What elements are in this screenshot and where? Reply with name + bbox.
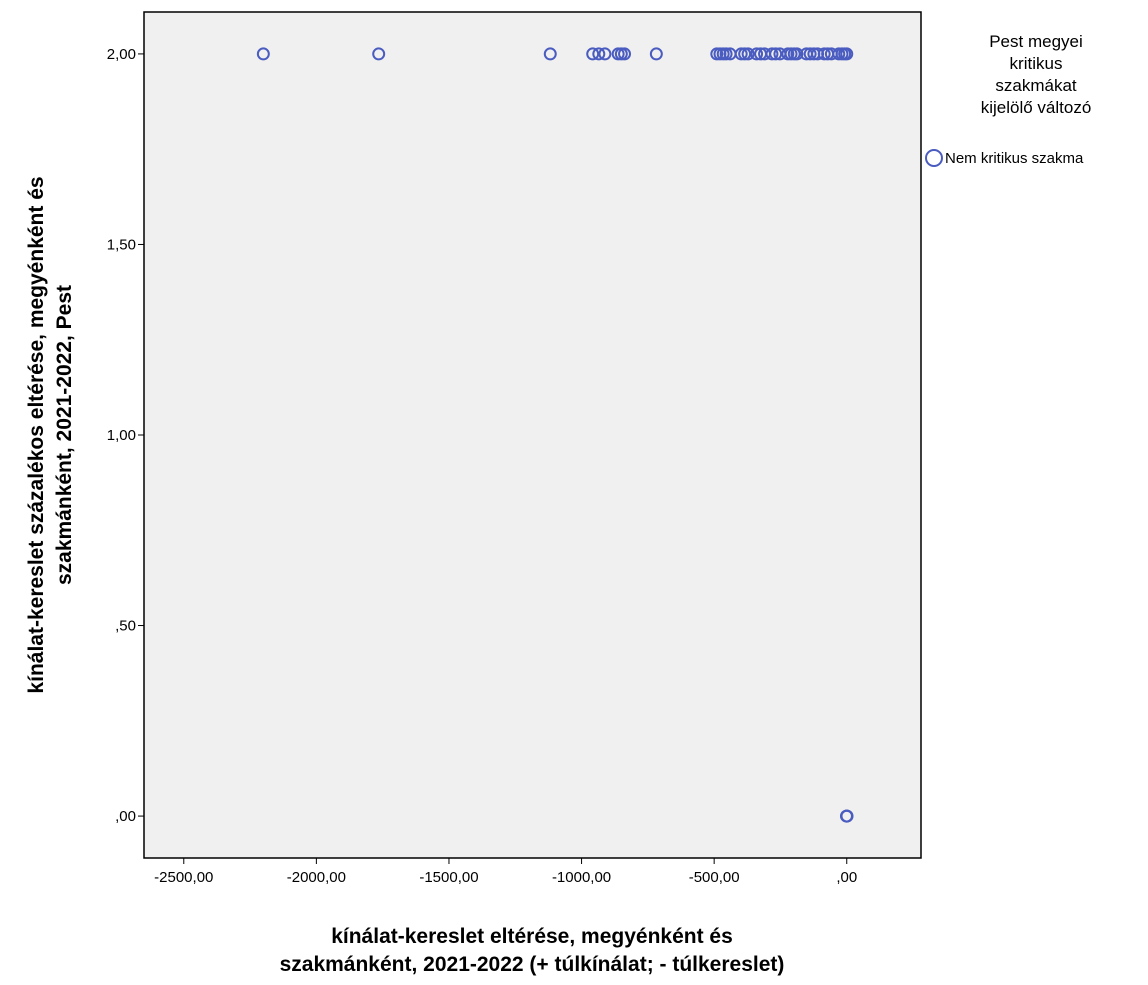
x-tick-label: -2500,00 [154, 869, 213, 886]
data-point [719, 47, 733, 61]
x-tick-label: -1000,00 [552, 869, 611, 886]
data-point [586, 47, 600, 61]
data-point [840, 47, 854, 61]
plot-area [143, 11, 922, 859]
y-axis-title: kínálat-kereslet százalékos eltérése, me… [25, 176, 48, 693]
y-tick-label: 2,00 [107, 46, 136, 63]
legend-marker [925, 149, 943, 167]
data-point [649, 47, 663, 61]
y-tick-label: 1,00 [107, 427, 136, 444]
data-point [372, 47, 386, 61]
data-point [765, 47, 779, 61]
data-point [741, 47, 755, 61]
y-tick-label: 1,50 [107, 236, 136, 253]
x-axis-title: kínálat-kereslet eltérése, megyénként és [331, 925, 733, 948]
y-tick-label: ,00 [115, 808, 136, 825]
legend-title: kijelölő változó [981, 98, 1092, 117]
x-tick-label: -1500,00 [419, 869, 478, 886]
data-point [803, 47, 817, 61]
legend-title: Pest megyei [989, 32, 1083, 51]
x-axis-title: szakmánként, 2021-2022 (+ túlkínálat; - … [280, 953, 785, 976]
legend-title: kritikus [1010, 54, 1063, 73]
data-point [790, 47, 804, 61]
data-point [543, 47, 557, 61]
legend-title: szakmákat [995, 76, 1077, 95]
x-tick-label: ,00 [836, 869, 857, 886]
data-point [839, 809, 853, 823]
legend-entry-label: Nem kritikus szakma [945, 150, 1084, 167]
data-point [618, 47, 632, 61]
y-tick-label: ,50 [115, 618, 136, 635]
y-axis-title: szakmánként, 2021-2022, Pest [53, 285, 76, 585]
data-point [592, 47, 606, 61]
data-point [750, 47, 764, 61]
data-point [769, 47, 783, 61]
x-tick-label: -500,00 [689, 869, 740, 886]
x-tick-label: -2000,00 [287, 869, 346, 886]
data-point [256, 47, 270, 61]
data-point [598, 47, 612, 61]
